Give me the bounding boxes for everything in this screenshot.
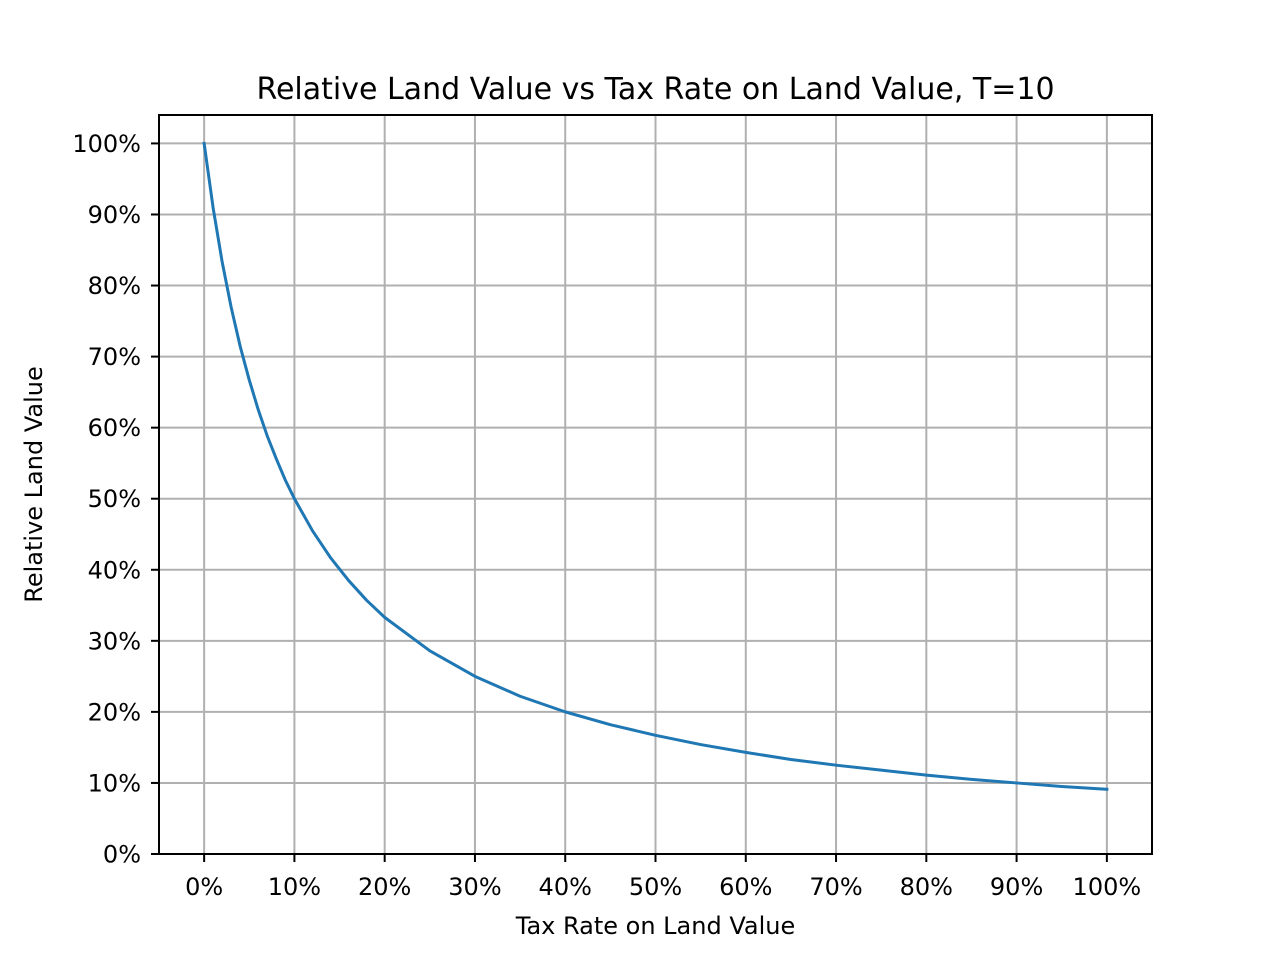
x-tick-label: 30%	[448, 873, 501, 901]
y-tick-label: 50%	[88, 485, 141, 513]
y-tick-label: 100%	[72, 130, 141, 158]
y-tick-label: 80%	[88, 272, 141, 300]
x-tick-label: 20%	[358, 873, 411, 901]
grid-lines	[159, 115, 1152, 855]
y-tick-label: 70%	[88, 343, 141, 371]
y-tick-label: 20%	[88, 698, 141, 726]
x-tick-label: 100%	[1073, 873, 1142, 901]
x-axis-label: Tax Rate on Land Value	[515, 912, 795, 940]
x-tick-label: 50%	[629, 873, 682, 901]
chart-title: Relative Land Value vs Tax Rate on Land …	[256, 72, 1054, 107]
y-tick-label: 0%	[103, 841, 141, 869]
x-tick-label: 40%	[539, 873, 592, 901]
y-tick-label: 40%	[88, 556, 141, 584]
y-axis-label: Relative Land Value	[20, 366, 48, 602]
x-tick-label: 80%	[900, 873, 953, 901]
x-tick-label: 10%	[268, 873, 321, 901]
y-axis-ticks: 0% 10% 20% 30% 40% 50% 60% 70% 80% 90% 100%	[72, 130, 159, 869]
x-tick-label: 90%	[990, 873, 1043, 901]
y-tick-label: 60%	[88, 414, 141, 442]
x-tick-label: 60%	[719, 873, 772, 901]
y-tick-label: 90%	[88, 201, 141, 229]
y-tick-label: 30%	[88, 627, 141, 655]
x-tick-label: 0%	[185, 873, 223, 901]
series-line	[202, 141, 1109, 791]
x-axis-ticks: 0% 10% 20% 30% 40% 50% 60% 70% 80% 90% 100%	[185, 854, 1141, 901]
series-layer	[202, 141, 1109, 791]
x-tick-label: 70%	[809, 873, 862, 901]
y-tick-label: 10%	[88, 769, 141, 797]
